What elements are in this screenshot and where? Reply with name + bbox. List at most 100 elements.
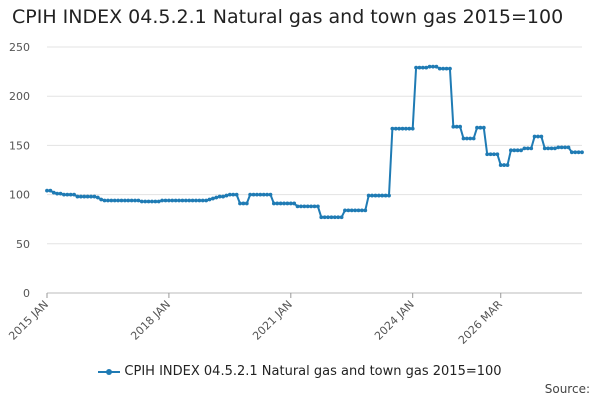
data-point[interactable] bbox=[481, 125, 486, 130]
data-point[interactable] bbox=[461, 136, 466, 141]
data-point[interactable] bbox=[241, 201, 246, 206]
data-point[interactable] bbox=[356, 208, 361, 213]
data-point[interactable] bbox=[322, 215, 327, 220]
data-point[interactable] bbox=[566, 145, 571, 150]
data-point[interactable] bbox=[187, 198, 192, 203]
data-point[interactable] bbox=[48, 188, 53, 193]
data-point[interactable] bbox=[549, 146, 554, 151]
data-point[interactable] bbox=[248, 192, 253, 197]
data-point[interactable] bbox=[451, 124, 456, 129]
data-point[interactable] bbox=[82, 194, 87, 199]
data-point[interactable] bbox=[72, 192, 76, 197]
data-point[interactable] bbox=[238, 201, 242, 206]
data-point[interactable] bbox=[89, 194, 93, 199]
data-point[interactable] bbox=[122, 198, 127, 203]
data-point[interactable] bbox=[441, 66, 446, 71]
data-point[interactable] bbox=[221, 194, 225, 199]
data-point[interactable] bbox=[580, 150, 584, 155]
data-point[interactable] bbox=[211, 196, 215, 201]
data-point[interactable] bbox=[268, 192, 273, 197]
data-point[interactable] bbox=[529, 146, 534, 151]
data-point[interactable] bbox=[299, 204, 303, 209]
data-point[interactable] bbox=[92, 194, 97, 199]
data-point[interactable] bbox=[366, 193, 371, 198]
data-point[interactable] bbox=[339, 215, 344, 220]
data-point[interactable] bbox=[312, 204, 317, 209]
data-point[interactable] bbox=[346, 208, 351, 213]
data-point[interactable] bbox=[569, 150, 574, 155]
data-point[interactable] bbox=[170, 198, 175, 203]
data-point[interactable] bbox=[485, 152, 490, 157]
data-point[interactable] bbox=[410, 126, 415, 131]
data-point[interactable] bbox=[102, 198, 107, 203]
data-point[interactable] bbox=[373, 193, 378, 198]
data-point[interactable] bbox=[400, 126, 405, 131]
data-point[interactable] bbox=[475, 125, 479, 130]
data-point[interactable] bbox=[332, 215, 337, 220]
data-point[interactable] bbox=[539, 134, 544, 139]
data-point[interactable] bbox=[302, 204, 307, 209]
data-point[interactable] bbox=[397, 126, 402, 131]
data-point[interactable] bbox=[167, 198, 171, 203]
data-point[interactable] bbox=[305, 204, 310, 209]
data-point[interactable] bbox=[417, 65, 422, 70]
data-point[interactable] bbox=[112, 198, 117, 203]
data-point[interactable] bbox=[173, 198, 178, 203]
data-point[interactable] bbox=[65, 192, 70, 197]
data-point[interactable] bbox=[407, 126, 412, 131]
data-point[interactable] bbox=[231, 192, 236, 197]
data-point[interactable] bbox=[129, 198, 134, 203]
data-point[interactable] bbox=[508, 148, 513, 153]
data-point[interactable] bbox=[156, 199, 161, 204]
data-point[interactable] bbox=[109, 198, 114, 203]
data-point[interactable] bbox=[282, 201, 286, 206]
data-point[interactable] bbox=[437, 66, 442, 71]
data-point[interactable] bbox=[495, 152, 500, 157]
data-point[interactable] bbox=[177, 198, 181, 203]
data-point[interactable] bbox=[525, 146, 530, 151]
data-point[interactable] bbox=[519, 148, 523, 153]
data-point[interactable] bbox=[58, 191, 63, 196]
data-point[interactable] bbox=[119, 198, 124, 203]
data-point[interactable] bbox=[207, 197, 212, 202]
data-point[interactable] bbox=[393, 126, 398, 131]
data-point[interactable] bbox=[576, 150, 581, 155]
data-point[interactable] bbox=[292, 201, 297, 206]
data-point[interactable] bbox=[278, 201, 283, 206]
data-point[interactable] bbox=[244, 201, 249, 206]
data-point[interactable] bbox=[556, 145, 561, 150]
data-point[interactable] bbox=[295, 204, 300, 209]
legend[interactable]: CPIH INDEX 04.5.2.1 Natural gas and town… bbox=[0, 364, 600, 379]
data-point[interactable] bbox=[261, 192, 266, 197]
data-point[interactable] bbox=[468, 136, 473, 141]
data-point[interactable] bbox=[326, 215, 330, 220]
data-point[interactable] bbox=[404, 126, 408, 131]
data-point[interactable] bbox=[536, 134, 540, 139]
data-point[interactable] bbox=[194, 198, 198, 203]
data-point[interactable] bbox=[180, 198, 185, 203]
data-point[interactable] bbox=[319, 215, 324, 220]
data-point[interactable] bbox=[285, 201, 290, 206]
data-point[interactable] bbox=[224, 193, 229, 198]
data-point[interactable] bbox=[563, 145, 567, 150]
data-point[interactable] bbox=[258, 192, 263, 197]
data-point[interactable] bbox=[431, 64, 435, 69]
data-point[interactable] bbox=[349, 208, 354, 213]
data-point[interactable] bbox=[370, 193, 374, 198]
data-point[interactable] bbox=[51, 190, 56, 195]
data-point[interactable] bbox=[471, 136, 476, 141]
data-point[interactable] bbox=[444, 66, 449, 71]
data-point[interactable] bbox=[522, 146, 527, 151]
data-point[interactable] bbox=[343, 208, 347, 213]
data-point[interactable] bbox=[363, 208, 368, 213]
data-point[interactable] bbox=[288, 201, 293, 206]
data-point[interactable] bbox=[251, 192, 256, 197]
data-point[interactable] bbox=[139, 199, 144, 204]
data-point[interactable] bbox=[380, 193, 385, 198]
data-point[interactable] bbox=[498, 163, 503, 167]
data-point[interactable] bbox=[376, 193, 381, 198]
data-point[interactable] bbox=[464, 136, 469, 141]
data-point[interactable] bbox=[329, 215, 334, 220]
data-point[interactable] bbox=[234, 192, 239, 197]
data-point[interactable] bbox=[265, 192, 269, 197]
